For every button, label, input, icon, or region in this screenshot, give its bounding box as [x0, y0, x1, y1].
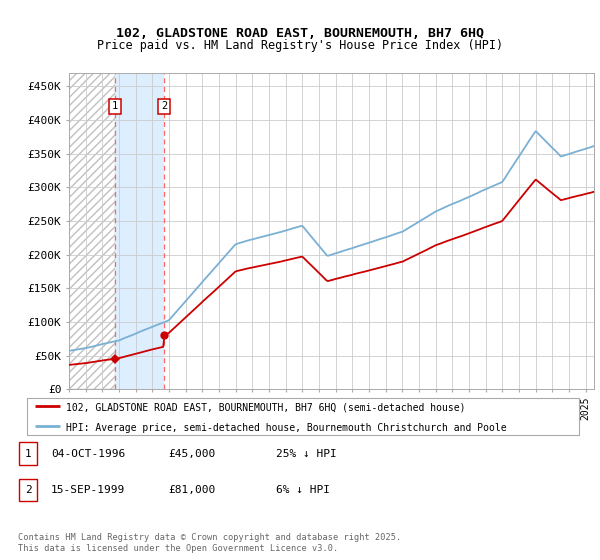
- Text: 04-OCT-1996: 04-OCT-1996: [51, 449, 125, 459]
- Bar: [69, 73, 115, 389]
- FancyBboxPatch shape: [27, 398, 580, 435]
- Text: Price paid vs. HM Land Registry's House Price Index (HPI): Price paid vs. HM Land Registry's House …: [97, 39, 503, 52]
- Bar: [115, 73, 164, 389]
- Text: 1: 1: [25, 449, 32, 459]
- Text: 2: 2: [25, 485, 32, 495]
- Text: 15-SEP-1999: 15-SEP-1999: [51, 485, 125, 495]
- Text: 2: 2: [161, 101, 167, 111]
- Text: 25% ↓ HPI: 25% ↓ HPI: [276, 449, 337, 459]
- Text: 1: 1: [112, 101, 118, 111]
- Text: 102, GLADSTONE ROAD EAST, BOURNEMOUTH, BH7 6HQ: 102, GLADSTONE ROAD EAST, BOURNEMOUTH, B…: [116, 27, 484, 40]
- Text: 102, GLADSTONE ROAD EAST, BOURNEMOUTH, BH7 6HQ (semi-detached house): 102, GLADSTONE ROAD EAST, BOURNEMOUTH, B…: [66, 403, 466, 412]
- Text: £45,000: £45,000: [168, 449, 215, 459]
- Text: Contains HM Land Registry data © Crown copyright and database right 2025.
This d: Contains HM Land Registry data © Crown c…: [18, 533, 401, 553]
- Text: 6% ↓ HPI: 6% ↓ HPI: [276, 485, 330, 495]
- Text: £81,000: £81,000: [168, 485, 215, 495]
- Bar: [69, 73, 115, 389]
- Text: HPI: Average price, semi-detached house, Bournemouth Christchurch and Poole: HPI: Average price, semi-detached house,…: [66, 423, 506, 432]
